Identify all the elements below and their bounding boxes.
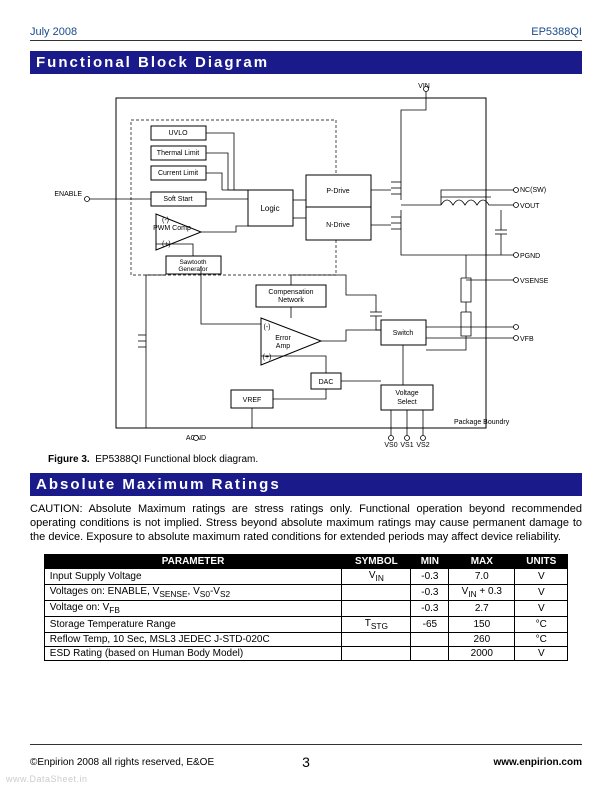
table-header: SYMBOL [342,555,411,569]
table-cell: ESD Rating (based on Human Body Model) [44,647,341,661]
table-cell: 2.7 [449,601,515,617]
table-cell [342,601,411,617]
figure-caption: Figure 3. EP5388QI Functional block diag… [48,454,582,465]
svg-text:Voltage: Voltage [395,390,418,397]
table-cell: V [515,647,568,661]
table-cell: °C [515,633,568,647]
table-cell: Voltages on: ENABLE, VSENSE, VS0-VS2 [44,585,341,601]
svg-text:(+): (+) [263,354,272,361]
table-cell: VIN + 0.3 [449,585,515,601]
table-header: MAX [449,555,515,569]
svg-text:Error: Error [275,335,291,342]
svg-text:VFB: VFB [520,336,534,343]
section-diagram-title: Functional Block Diagram [30,51,582,74]
header-rule [30,40,582,41]
svg-text:Thermal Limit: Thermal Limit [157,150,199,157]
table-row: Voltage on: VFB -0.32.7V [44,601,567,617]
svg-text:VS2: VS2 [416,442,429,449]
table-cell: 260 [449,633,515,647]
svg-text:VREF: VREF [243,397,262,404]
svg-text:N-Drive: N-Drive [326,222,350,229]
table-cell [342,647,411,661]
svg-text:Package Boundry: Package Boundry [454,419,510,426]
table-cell: Input Supply Voltage [44,569,341,585]
header-date: July 2008 [30,26,77,38]
svg-text:VS1: VS1 [400,442,413,449]
table-row: Reflow Temp, 10 Sec, MSL3 JEDEC J-STD-02… [44,633,567,647]
table-cell: Storage Temperature Range [44,617,341,633]
table-cell: 150 [449,617,515,633]
svg-text:Generator: Generator [178,266,208,273]
table-cell: TSTG [342,617,411,633]
header-part: EP5388QI [531,26,582,38]
table-row: Input Supply VoltageVIN-0.37.0V [44,569,567,585]
footer-left: ©Enpirion 2008 all rights reserved, E&OE [30,757,214,768]
svg-text:PGND: PGND [520,253,540,260]
table-cell: -0.3 [411,569,449,585]
page-number: 3 [302,754,310,770]
svg-text:UVLO: UVLO [168,130,188,137]
section-ratings-title: Absolute Maximum Ratings [30,473,582,496]
table-cell: -0.3 [411,585,449,601]
svg-text:(+): (+) [162,241,171,248]
svg-text:(-): (-) [264,324,271,331]
svg-text:Soft Start: Soft Start [163,196,192,203]
table-cell [411,647,449,661]
table-header: UNITS [515,555,568,569]
svg-text:Compensation: Compensation [268,289,313,296]
table-cell: Voltage on: VFB [44,601,341,617]
svg-text:DAC: DAC [319,379,334,386]
table-cell: 2000 [449,647,515,661]
svg-text:VOUT: VOUT [520,203,540,210]
block-diagram: UVLO Thermal Limit Current Limit Soft St… [46,80,566,450]
table-row: Voltages on: ENABLE, VSENSE, VS0-VS2 -0.3… [44,585,567,601]
svg-text:Current Limit: Current Limit [158,170,198,177]
svg-text:Amp: Amp [276,343,291,350]
svg-text:VS0: VS0 [384,442,397,449]
svg-text:Sawtooth: Sawtooth [179,259,206,266]
footer-right: www.enpirion.com [493,757,582,768]
svg-text:Network: Network [278,297,304,304]
footer-rule [30,744,582,745]
table-cell: VIN [342,569,411,585]
table-row: ESD Rating (based on Human Body Model) 20… [44,647,567,661]
svg-text:P-Drive: P-Drive [326,188,349,195]
figure-label: Figure 3. [48,454,90,465]
table-cell: V [515,601,568,617]
ratings-caution: CAUTION: Absolute Maximum ratings are st… [30,502,582,544]
svg-text:(-): (-) [162,217,169,224]
svg-text:VSENSE: VSENSE [520,278,549,285]
table-cell: V [515,585,568,601]
table-cell: -65 [411,617,449,633]
table-cell: Reflow Temp, 10 Sec, MSL3 JEDEC J-STD-02… [44,633,341,647]
table-header: PARAMETER [44,555,341,569]
svg-text:PWM Comp: PWM Comp [153,225,191,232]
page-header: July 2008 EP5388QI [30,26,582,40]
table-cell: 7.0 [449,569,515,585]
table-row: Storage Temperature RangeTSTG-65150°C [44,617,567,633]
table-cell: °C [515,617,568,633]
svg-text:Switch: Switch [393,330,414,337]
svg-text:NC(SW): NC(SW) [520,187,546,194]
watermark: www.DataSheet.in [6,774,88,784]
ratings-table: PARAMETERSYMBOLMINMAXUNITS Input Supply … [44,554,568,661]
table-cell [342,585,411,601]
svg-text:Logic: Logic [260,204,279,213]
svg-text:Select: Select [397,399,417,406]
table-cell: -0.3 [411,601,449,617]
figure-caption-text: EP5388QI Functional block diagram. [95,454,258,465]
table-cell: V [515,569,568,585]
table-cell [411,633,449,647]
table-header: MIN [411,555,449,569]
table-cell [342,633,411,647]
svg-text:ENABLE: ENABLE [54,191,82,198]
